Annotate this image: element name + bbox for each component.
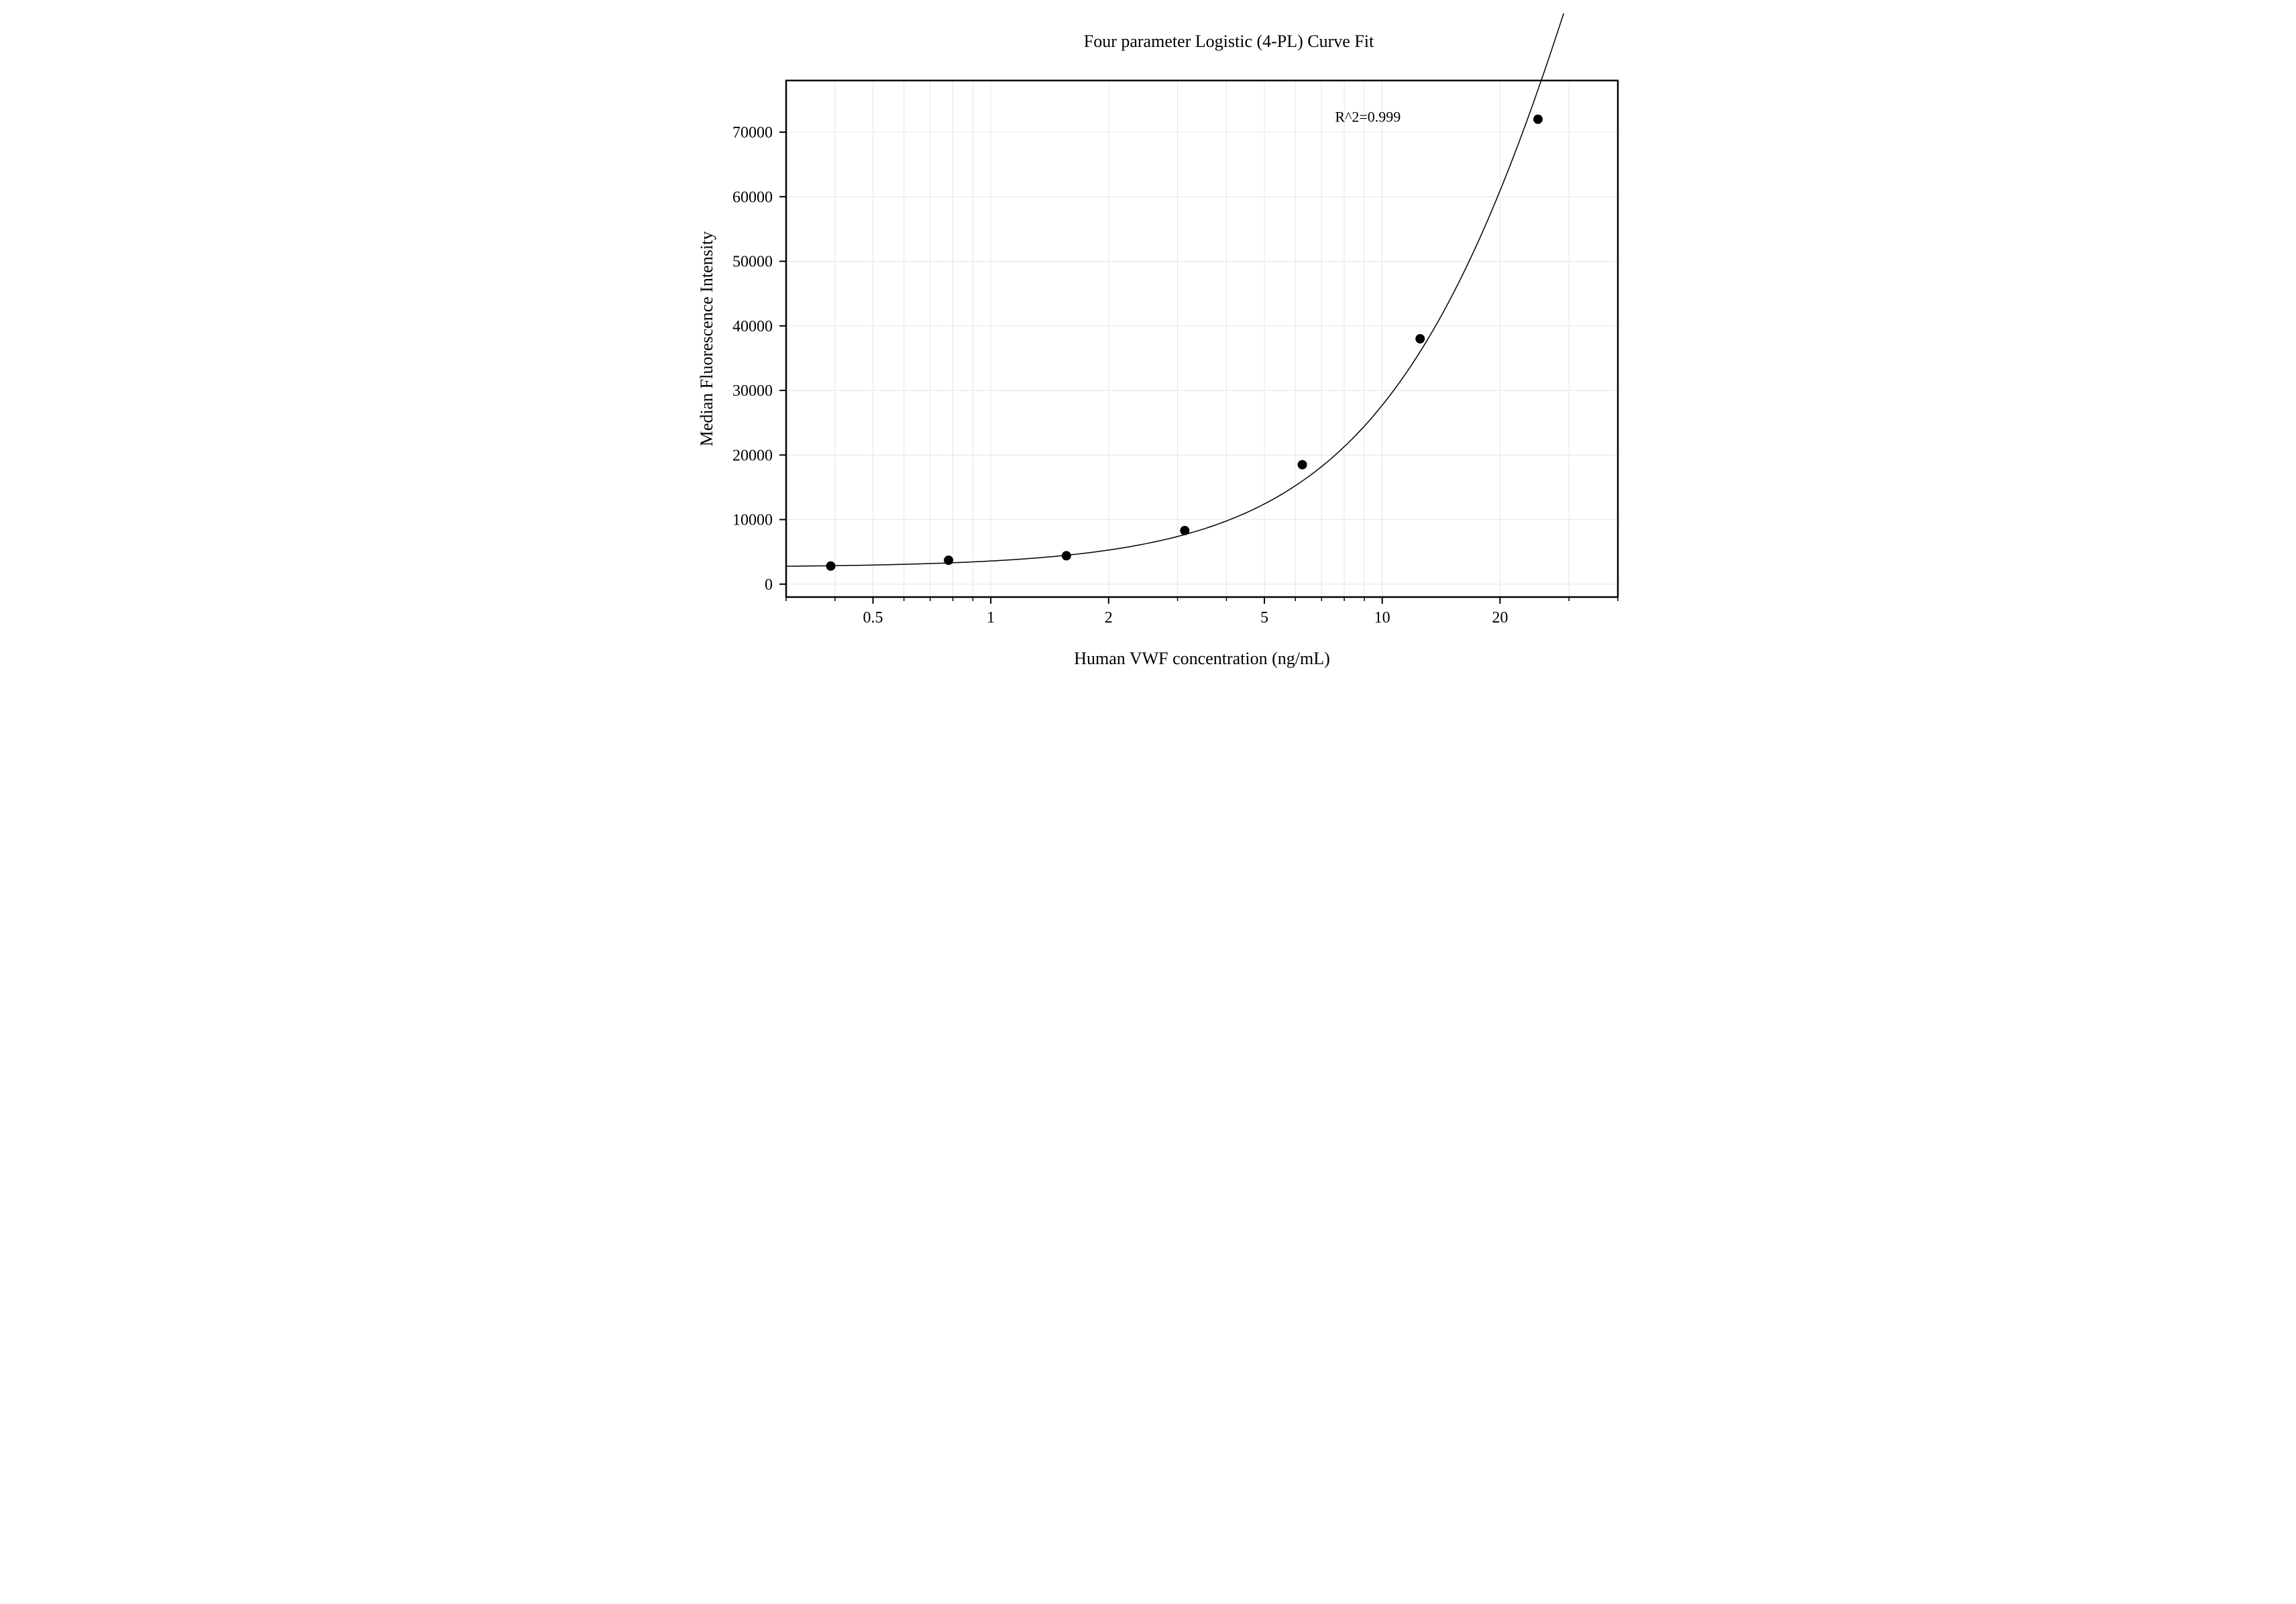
x-tick-label: 1 [987,609,995,627]
y-tick-label: 60000 [732,189,773,206]
data-point [826,562,835,571]
chart-container: 0.5 1 2 5 10 20 0 10000 20000 30000 40000 50000 6000… [645,13,1651,718]
y-tick-label: 30000 [732,382,773,400]
data-point [1180,526,1189,535]
y-tick-label: 20000 [732,447,773,464]
y-axis-label: Median Fluorescence Intensity [697,231,716,447]
data-point [1533,115,1542,124]
x-tick-label: 20 [1492,609,1508,627]
x-axis-label: Human VWF concentration (ng/mL) [1074,649,1329,668]
y-tick-label: 70000 [732,124,773,142]
y-tick-label: 40000 [732,318,773,335]
y-tick-label: 10000 [732,512,773,529]
y-tick-label: 50000 [732,254,773,271]
x-tick-label: 0.5 [863,609,883,627]
y-tick-label: 0 [765,576,773,594]
data-point [1297,460,1307,470]
chart-svg: 0.5 1 2 5 10 20 0 10000 20000 30000 40000 50000 6000… [645,13,1651,718]
x-tick-label: 5 [1260,609,1268,627]
data-point [1061,551,1071,560]
x-tick-label: 10 [1374,609,1390,627]
chart-title: Four parameter Logistic (4-PL) Curve Fit [1083,32,1374,51]
data-point [944,555,953,565]
x-tick-label: 2 [1104,609,1112,627]
r-squared-annotation: R^2=0.999 [1335,109,1401,125]
data-point [1415,334,1425,343]
